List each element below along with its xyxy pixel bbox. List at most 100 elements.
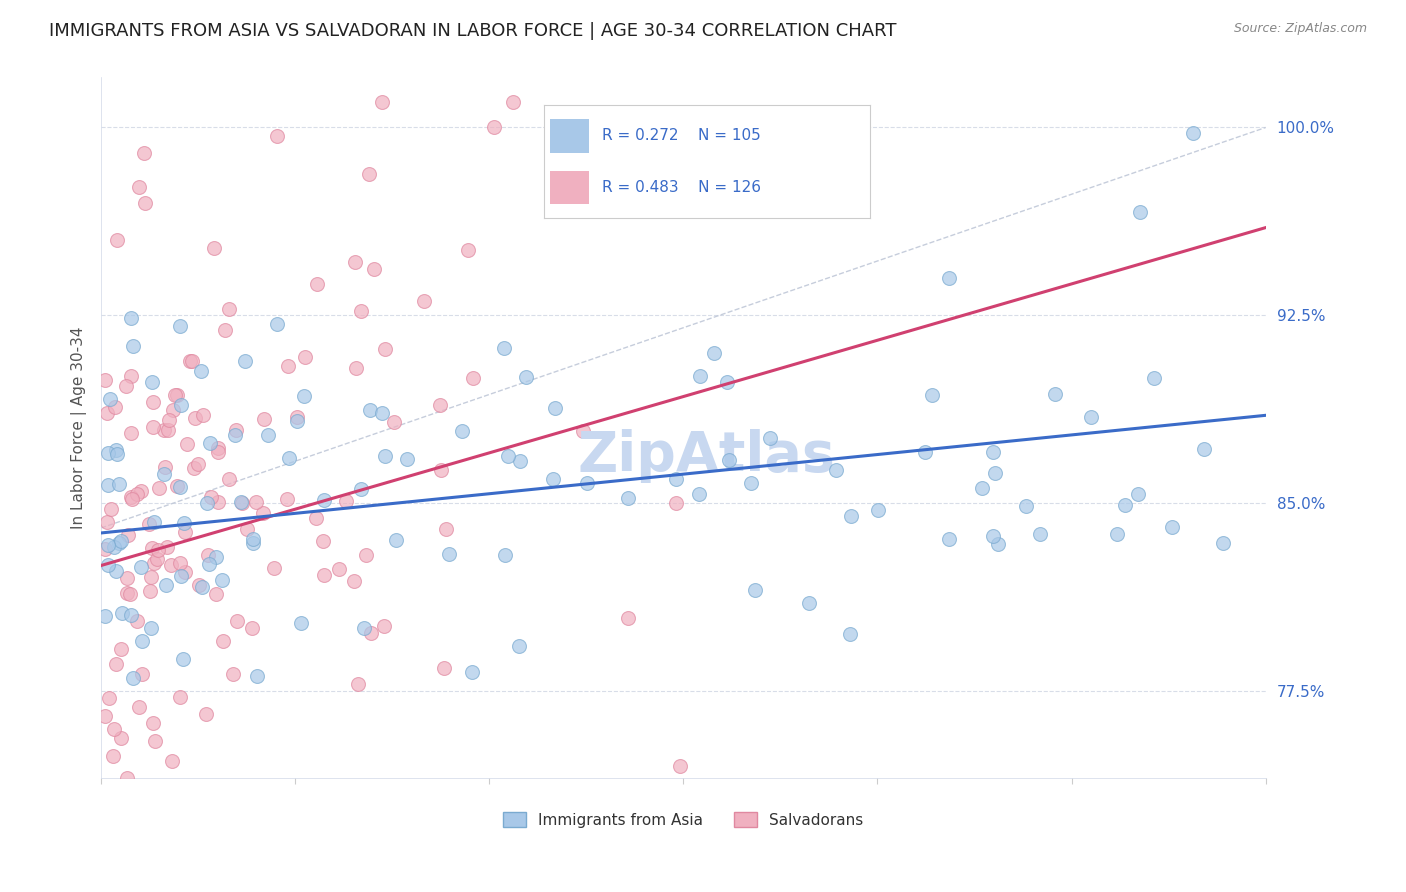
Immigrants from Asia — [496, 449, 519, 463]
Salvadorans — [117, 771, 139, 785]
Immigrants from Asia — [374, 449, 396, 463]
Salvadorans — [187, 457, 209, 471]
Salvadorans — [146, 552, 169, 566]
Immigrants from Asia — [246, 669, 269, 683]
Immigrants from Asia — [508, 639, 530, 653]
Immigrants from Asia — [97, 478, 120, 492]
Salvadorans — [120, 368, 142, 383]
Salvadorans — [193, 408, 215, 422]
Salvadorans — [117, 527, 139, 541]
Immigrants from Asia — [981, 529, 1004, 543]
Salvadorans — [97, 691, 120, 706]
Immigrants from Asia — [1129, 205, 1152, 219]
Immigrants from Asia — [1114, 499, 1136, 513]
Salvadorans — [153, 423, 176, 437]
Salvadorans — [128, 699, 150, 714]
Salvadorans — [434, 522, 457, 536]
Immigrants from Asia — [371, 406, 394, 420]
Immigrants from Asia — [197, 557, 219, 571]
Salvadorans — [263, 561, 285, 575]
Immigrants from Asia — [107, 447, 129, 461]
Immigrants from Asia — [515, 370, 537, 384]
Salvadorans — [277, 359, 299, 373]
Immigrants from Asia — [759, 431, 782, 445]
Salvadorans — [359, 167, 381, 181]
Salvadorans — [142, 395, 165, 409]
Salvadorans — [121, 492, 143, 507]
Immigrants from Asia — [841, 508, 863, 523]
Immigrants from Asia — [1128, 487, 1150, 501]
Immigrants from Asia — [1015, 499, 1038, 513]
Immigrants from Asia — [744, 583, 766, 598]
Salvadorans — [157, 412, 180, 426]
Salvadorans — [433, 661, 456, 675]
Immigrants from Asia — [110, 534, 132, 549]
Immigrants from Asia — [384, 533, 406, 547]
Immigrants from Asia — [1043, 387, 1066, 401]
Immigrants from Asia — [169, 480, 191, 494]
Immigrants from Asia — [1029, 527, 1052, 541]
Salvadorans — [413, 294, 436, 309]
Immigrants from Asia — [97, 445, 120, 459]
Immigrants from Asia — [987, 537, 1010, 551]
Immigrants from Asia — [437, 548, 460, 562]
Immigrants from Asia — [921, 388, 943, 402]
Immigrants from Asia — [1192, 442, 1215, 456]
Immigrants from Asia — [799, 596, 821, 610]
Immigrants from Asia — [494, 548, 516, 562]
Salvadorans — [94, 708, 117, 723]
Immigrants from Asia — [104, 564, 127, 578]
Text: IMMIGRANTS FROM ASIA VS SALVADORAN IN LABOR FORCE | AGE 30-34 CORRELATION CHART: IMMIGRANTS FROM ASIA VS SALVADORAN IN LA… — [49, 22, 897, 40]
Immigrants from Asia — [195, 496, 218, 510]
Salvadorans — [162, 403, 184, 417]
Immigrants from Asia — [541, 472, 564, 486]
Salvadorans — [114, 379, 136, 393]
Salvadorans — [266, 128, 288, 143]
Salvadorans — [169, 556, 191, 570]
Salvadorans — [146, 543, 169, 558]
Immigrants from Asia — [108, 536, 131, 550]
Immigrants from Asia — [461, 665, 484, 680]
Salvadorans — [96, 406, 118, 420]
Salvadorans — [103, 748, 125, 763]
Salvadorans — [252, 506, 274, 520]
Immigrants from Asia — [141, 376, 163, 390]
Salvadorans — [502, 95, 524, 110]
Salvadorans — [142, 420, 165, 434]
Salvadorans — [160, 754, 183, 768]
Immigrants from Asia — [285, 413, 308, 427]
Salvadorans — [142, 716, 165, 731]
Immigrants from Asia — [866, 502, 889, 516]
Salvadorans — [96, 515, 118, 529]
Salvadorans — [165, 388, 187, 402]
Immigrants from Asia — [235, 353, 257, 368]
Salvadorans — [117, 571, 139, 585]
Immigrants from Asia — [544, 401, 567, 415]
Salvadorans — [482, 120, 505, 135]
Salvadorans — [207, 441, 229, 455]
Immigrants from Asia — [120, 310, 142, 325]
Salvadorans — [240, 621, 263, 635]
Salvadorans — [105, 657, 128, 672]
Salvadorans — [103, 722, 125, 736]
Salvadorans — [356, 548, 378, 562]
Salvadorans — [148, 481, 170, 495]
Salvadorans — [616, 611, 638, 625]
Salvadorans — [131, 484, 153, 499]
Salvadorans — [429, 398, 451, 412]
Salvadorans — [231, 496, 253, 510]
Salvadorans — [105, 233, 128, 247]
Salvadorans — [138, 516, 160, 531]
Salvadorans — [212, 634, 235, 648]
Immigrants from Asia — [396, 451, 419, 466]
Immigrants from Asia — [617, 491, 640, 505]
Immigrants from Asia — [205, 550, 228, 565]
Immigrants from Asia — [983, 444, 1005, 458]
Immigrants from Asia — [665, 472, 688, 486]
Salvadorans — [173, 525, 195, 540]
Text: ZipAtlas: ZipAtlas — [578, 429, 835, 483]
Immigrants from Asia — [1212, 536, 1234, 550]
Immigrants from Asia — [839, 627, 862, 641]
Salvadorans — [218, 472, 240, 486]
Salvadorans — [125, 614, 148, 628]
